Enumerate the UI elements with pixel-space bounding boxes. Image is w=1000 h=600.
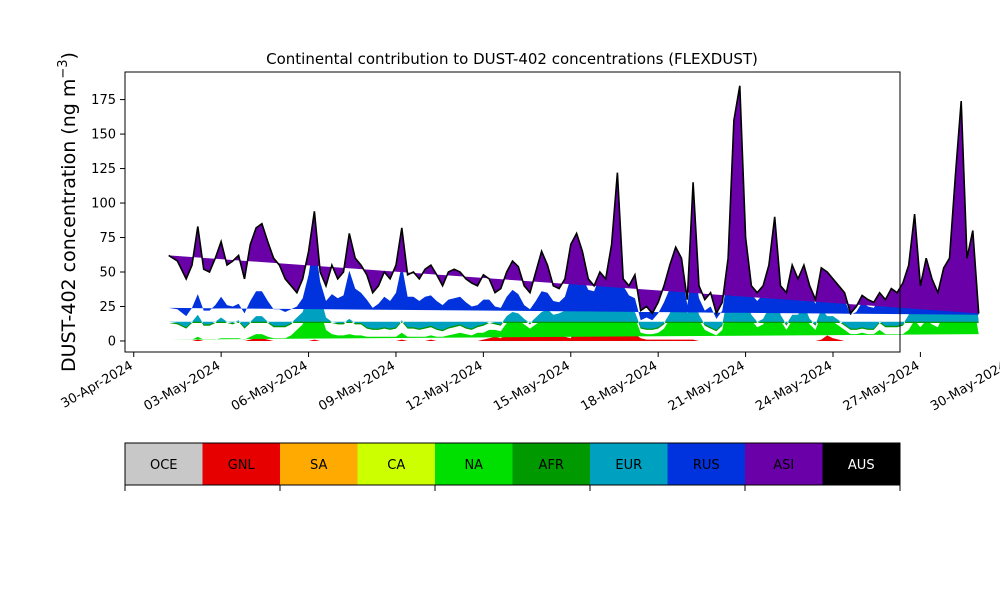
- legend-swatch-afr: [512, 443, 590, 485]
- area-rus: [168, 101, 979, 321]
- legend-swatch-ca: [357, 443, 435, 485]
- y-axis-label: DUST-402 concentration (ng m−3): [56, 52, 80, 372]
- legend-swatch-oce: [125, 443, 203, 485]
- x-tick-label: 21-May-2024: [666, 358, 748, 414]
- area-asi: [168, 85, 979, 314]
- x-tick-label: 30-May-2024: [928, 358, 1000, 414]
- legend-label-na: NA: [464, 458, 483, 473]
- chart-title: Continental contribution to DUST-402 con…: [266, 50, 758, 68]
- y-tick-label: 75: [99, 231, 116, 246]
- y-axis-label-main: DUST-402 concentration (ng m: [58, 79, 80, 372]
- stacked-areas: [168, 85, 979, 341]
- y-axis-label-close: ): [58, 52, 80, 59]
- plot-frame: [124, 71, 901, 353]
- legend-label-oce: OCE: [150, 458, 178, 473]
- y-tick-label: 150: [91, 128, 116, 143]
- legend-label-sa: SA: [310, 458, 327, 473]
- legend-swatch-aus: [822, 443, 900, 485]
- x-axis: 30-Apr-2024 03-May-2024 06-May-2024 09-May-…: [59, 352, 1000, 414]
- x-tick-label: 03-May-2024: [141, 358, 223, 414]
- y-tick-label: 100: [91, 197, 116, 212]
- legend-swatch-rus: [667, 443, 745, 485]
- legend-label-afr: AFR: [539, 458, 564, 473]
- x-tick-label: 06-May-2024: [229, 358, 311, 414]
- y-tick-label: 50: [99, 266, 116, 281]
- y-axis-label-sup: −3: [56, 59, 71, 78]
- legend-label-eur: EUR: [615, 458, 642, 473]
- legend-swatch-na: [435, 443, 513, 485]
- legend-swatch-eur: [590, 443, 668, 485]
- legend-label-rus: RUS: [693, 458, 720, 473]
- y-tick-label: 25: [99, 300, 116, 315]
- x-tick-label: 27-May-2024: [841, 358, 923, 414]
- total-line: [168, 85, 980, 316]
- legend-swatch-gnl: [202, 443, 280, 485]
- legend-label-gnl: GNL: [228, 458, 256, 473]
- legend: OCE GNL SA CA NA AFR EUR RUS ASI AUS: [124, 442, 901, 491]
- total-line-group: [168, 85, 980, 316]
- legend-label-asi: ASI: [773, 458, 794, 473]
- x-tick-label: 15-May-2024: [491, 358, 573, 414]
- x-tick-label: 12-May-2024: [404, 358, 486, 414]
- legend-frame: [124, 442, 901, 486]
- y-tick-label: 125: [91, 162, 116, 177]
- y-tick-label: 175: [91, 93, 116, 108]
- legend-label-aus: AUS: [848, 458, 875, 473]
- x-tick-label: 09-May-2024: [316, 358, 398, 414]
- y-tick-label: 0: [108, 334, 116, 349]
- legend-swatch-asi: [745, 443, 823, 485]
- legend-swatch-sa: [280, 443, 358, 485]
- x-tick-label: 24-May-2024: [753, 358, 835, 414]
- y-axis: 0 25 50 75 100 125 150 175: [91, 93, 125, 349]
- area-gnl: [168, 320, 979, 341]
- x-tick-label: 18-May-2024: [578, 358, 660, 414]
- legend-label-ca: CA: [387, 458, 405, 473]
